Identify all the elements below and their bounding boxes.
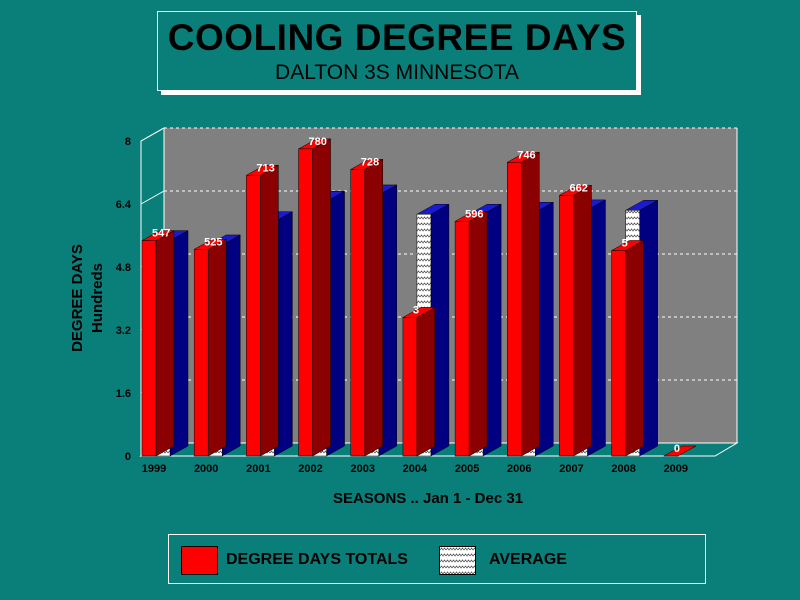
totals-bar-side (468, 210, 488, 457)
legend-label-totals: DEGREE DAYS TOTALS (226, 551, 408, 568)
x-tick-label: 2003 (350, 463, 374, 475)
data-label: 525 (204, 236, 222, 248)
totals-bar (401, 306, 436, 457)
y-tick-label: 8 (125, 136, 131, 148)
y-tick-label: 0 (125, 451, 131, 463)
totals-bar (558, 184, 593, 457)
x-tick-label: 2005 (455, 463, 479, 475)
data-label: 728 (361, 156, 379, 168)
totals-bar (349, 158, 384, 457)
y-axis-units: Hundreds (89, 263, 106, 333)
totals-bar-side (625, 240, 644, 457)
totals-bar-side (521, 151, 540, 457)
totals-bar-front (193, 249, 209, 457)
totals-bar-side (573, 184, 592, 457)
y-tick-label: 1.6 (116, 388, 131, 400)
x-axis-title: SEASONS .. Jan 1 - Dec 31 (333, 490, 523, 507)
totals-bar-front (298, 148, 313, 457)
totals-bar-front (559, 195, 574, 457)
totals-bar (506, 151, 541, 457)
y-tick-label: 4.8 (116, 262, 131, 274)
data-label: 746 (517, 149, 535, 161)
legend-swatch-average (439, 546, 476, 575)
legend-label-average: AVERAGE (489, 551, 567, 568)
y-tick-label: 6.4 (116, 199, 132, 211)
y-tick-label: 3.2 (116, 325, 131, 337)
totals-bar (141, 230, 175, 457)
data-label: 662 (569, 182, 587, 194)
totals-bar-front (246, 175, 261, 457)
totals-bar-front (402, 317, 418, 457)
x-tick-label: 2008 (611, 463, 635, 475)
chart-title: COOLING DEGREE DAYS (167, 17, 627, 58)
y-axis-title: DEGREE DAYS (69, 244, 86, 352)
x-tick-label: 2009 (664, 463, 688, 475)
data-label: 3 (413, 304, 419, 316)
totals-bar (193, 238, 228, 457)
data-label: 5 (622, 237, 628, 249)
totals-bar-side (416, 306, 436, 457)
totals-bar-front (507, 162, 522, 457)
data-label: 713 (256, 162, 274, 174)
gridline-side (140, 190, 165, 205)
data-label: 547 (152, 228, 170, 240)
x-tick-label: 2006 (507, 463, 531, 475)
totals-bar-side (207, 238, 227, 457)
totals-bar-side (260, 164, 279, 457)
x-tick-label: 2004 (403, 463, 428, 475)
totals-bar (245, 164, 280, 457)
totals-bar (610, 240, 645, 457)
x-tick-label: 2001 (246, 463, 270, 475)
legend: DEGREE DAYS TOTALS AVERAGE (168, 534, 706, 584)
data-label: 0 (674, 443, 680, 455)
totals-bar-front (350, 169, 365, 457)
totals-bar (297, 138, 332, 457)
x-tick-label: 2007 (559, 463, 583, 475)
totals-bar-front (611, 250, 626, 457)
x-tick-label: 2000 (194, 463, 218, 475)
totals-bar-side (312, 138, 331, 457)
legend-swatch-totals (181, 546, 218, 575)
totals-bar-side (364, 158, 383, 457)
chart-subtitle: DALTON 3S MINNESOTA (275, 61, 519, 84)
x-tick-label: 1999 (142, 463, 166, 475)
totals-bar-front (454, 221, 470, 457)
data-label: 596 (465, 208, 483, 220)
totals-bar-side (155, 230, 175, 457)
totals-bar-top (662, 445, 697, 457)
gridline-side (140, 127, 165, 142)
totals-bar (662, 445, 697, 457)
totals-bar-front (141, 240, 157, 457)
totals-bar (454, 210, 489, 457)
title-box: COOLING DEGREE DAYS DALTON 3S MINNESOTA (157, 11, 637, 91)
data-label: 780 (309, 136, 327, 148)
x-tick-label: 2002 (298, 463, 322, 475)
